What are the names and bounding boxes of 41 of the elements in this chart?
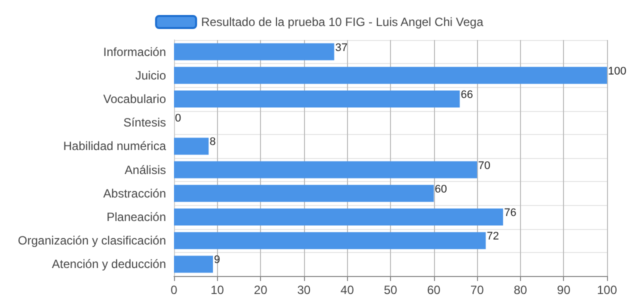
x-tick-label: 10 xyxy=(210,283,224,297)
y-tick-label: Información xyxy=(103,44,166,59)
data-label: 76 xyxy=(504,207,516,219)
bar xyxy=(174,66,607,84)
bar xyxy=(174,138,209,155)
x-tick-label: 50 xyxy=(384,283,398,297)
y-tick-label: Organización y clasificación xyxy=(18,234,166,248)
legend-label: Resultado de la prueba 10 FIG - Luis Angel Chi Vega xyxy=(201,15,484,29)
bar xyxy=(174,184,434,202)
x-tick-label: 80 xyxy=(514,283,528,297)
bar xyxy=(174,161,478,178)
data-label: 60 xyxy=(434,183,448,196)
x-tick-label: 70 xyxy=(470,283,484,297)
data-label: 100 xyxy=(608,65,626,78)
x-tick-label: 100 xyxy=(596,283,618,297)
data-label: 72 xyxy=(486,230,500,243)
data-label: 66 xyxy=(460,89,474,101)
y-tick-label: Planeación xyxy=(106,210,166,224)
y-tick-label: Síntesis xyxy=(123,116,166,130)
y-tick-label: Habilidad numérica xyxy=(63,139,166,154)
x-tick-label: 40 xyxy=(340,283,354,297)
bar xyxy=(174,43,334,60)
data-label: 37 xyxy=(335,42,348,54)
x-tick-label: 20 xyxy=(254,283,268,297)
bar xyxy=(174,208,504,226)
x-tick-label: 60 xyxy=(427,283,441,297)
data-label: 8 xyxy=(210,136,216,148)
y-tick-label: Vocabulario xyxy=(103,92,166,106)
data-label: 70 xyxy=(478,160,490,172)
y-tick-label: Juicio xyxy=(135,68,166,82)
x-tick-label: 0 xyxy=(170,283,178,297)
data-label: 0 xyxy=(175,112,182,125)
y-tick-label: Atención y deducción xyxy=(52,257,166,272)
bar xyxy=(174,90,460,108)
bar xyxy=(174,256,213,273)
y-tick-label: Análisis xyxy=(124,162,166,177)
data-label: 9 xyxy=(214,254,220,266)
bar xyxy=(174,232,486,250)
x-tick-label: 90 xyxy=(557,283,571,297)
x-tick-label: 30 xyxy=(297,283,311,297)
y-tick-label: Abstracción xyxy=(103,186,166,200)
